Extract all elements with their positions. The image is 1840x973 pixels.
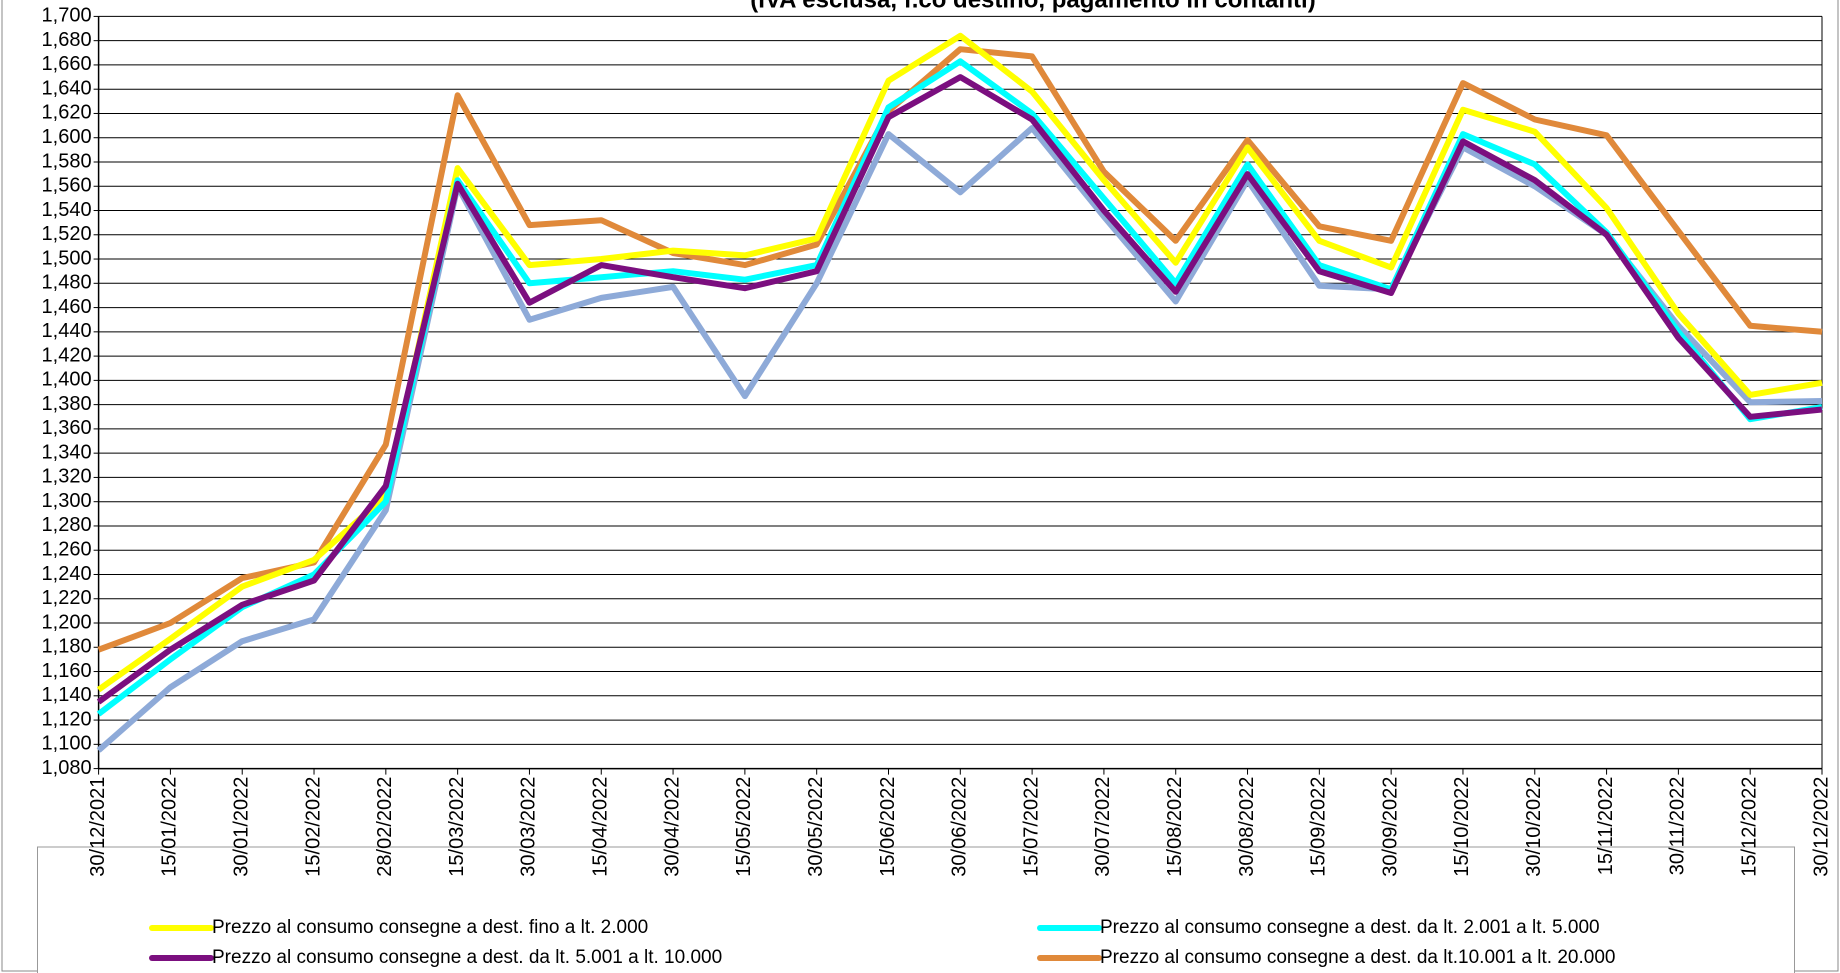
- x-tick-label: 30/04/2022: [661, 777, 683, 877]
- x-tick-label: 30/12/2021: [87, 777, 109, 877]
- x-tick-label: 30/11/2022: [1667, 777, 1689, 876]
- x-tick-label: 15/08/2022: [1164, 777, 1186, 877]
- x-tick-label: 30/06/2022: [949, 777, 971, 877]
- y-tick-label: 1,640: [42, 77, 92, 99]
- y-tick-label: 1,540: [42, 199, 92, 221]
- y-tick-label: 1,360: [42, 417, 92, 439]
- y-tick-label: 1,580: [42, 150, 92, 172]
- x-tick-label: 15/06/2022: [877, 777, 899, 877]
- y-tick-label: 1,380: [42, 393, 92, 415]
- x-tick-label: 30/05/2022: [805, 777, 827, 877]
- y-tick-label: 1,680: [42, 29, 92, 51]
- y-tick-label: 1,400: [42, 369, 92, 391]
- x-tick-label: 15/12/2022: [1738, 777, 1760, 877]
- y-tick-label: 1,200: [42, 611, 92, 633]
- x-tick-label: 30/09/2022: [1379, 777, 1401, 877]
- y-tick-label: 1,100: [42, 733, 92, 755]
- x-tick-label: 15/05/2022: [733, 777, 755, 877]
- legend-label: Prezzo al consumo consegne a dest. da lt…: [212, 947, 722, 968]
- x-tick-label: 30/01/2022: [230, 777, 252, 877]
- series-line: [96, 58, 1823, 717]
- series-line: [96, 125, 1823, 753]
- x-tick-label: 15/10/2022: [1451, 777, 1473, 877]
- x-tick-label: 30/10/2022: [1523, 777, 1545, 877]
- y-tick-label: 1,300: [42, 490, 92, 512]
- x-tick-label: 30/12/2022: [1810, 777, 1832, 877]
- legend-label: Prezzo al consumo consegne a dest. da lt…: [1100, 947, 1615, 968]
- y-tick-label: 1,620: [42, 102, 92, 124]
- y-tick-label: 1,220: [42, 587, 92, 609]
- x-tick-label: 30/03/2022: [518, 777, 540, 877]
- y-tick-label: 1,440: [42, 320, 92, 342]
- series-line: [96, 32, 1823, 693]
- y-tick-label: 1,480: [42, 272, 92, 294]
- y-tick-label: 1,500: [42, 247, 92, 269]
- series-line: [96, 74, 1823, 705]
- y-tick-label: 1,160: [42, 660, 92, 682]
- y-tick-label: 1,260: [42, 539, 92, 561]
- x-tick-label: 15/04/2022: [590, 777, 612, 877]
- x-tick-label: 28/02/2022: [374, 777, 396, 877]
- series-line: [97, 46, 1823, 653]
- y-tick-label: 1,180: [42, 636, 92, 658]
- x-tick-label: 30/07/2022: [1092, 777, 1114, 877]
- y-tick-label: 1,320: [42, 466, 92, 488]
- y-tick-label: 1,340: [42, 441, 92, 463]
- y-tick-label: 1,140: [42, 684, 92, 706]
- x-tick-label: 15/02/2022: [302, 777, 324, 877]
- y-tick-label: 1,240: [42, 563, 92, 585]
- y-tick-label: 1,420: [42, 344, 92, 366]
- x-tick-label: 15/11/2022: [1595, 777, 1617, 876]
- y-tick-label: 1,660: [42, 53, 92, 75]
- y-tick-label: 1,120: [42, 708, 92, 730]
- y-tick-label: 1,460: [42, 296, 92, 318]
- legend-label: Prezzo al consumo consegne a dest. da lt…: [1100, 917, 1600, 938]
- x-tick-label: 15/07/2022: [1020, 777, 1042, 877]
- y-tick-label: 1,280: [42, 514, 92, 536]
- legend-box: [37, 846, 1795, 973]
- legend-label: Prezzo al consumo consegne a dest. fino …: [212, 917, 648, 938]
- x-tick-label: 15/03/2022: [446, 777, 468, 877]
- y-tick-label: 1,700: [42, 5, 92, 27]
- y-tick-label: 1,520: [42, 223, 92, 245]
- x-tick-label: 30/08/2022: [1236, 777, 1258, 877]
- x-tick-label: 15/01/2022: [159, 777, 181, 877]
- chart-title: (IVA esclusa, f.co destino, pagamento in…: [750, 0, 1315, 13]
- y-tick-label: 1,080: [42, 757, 92, 779]
- y-tick-label: 1,560: [42, 175, 92, 197]
- x-tick-label: 15/09/2022: [1308, 777, 1330, 877]
- y-tick-label: 1,600: [42, 126, 92, 148]
